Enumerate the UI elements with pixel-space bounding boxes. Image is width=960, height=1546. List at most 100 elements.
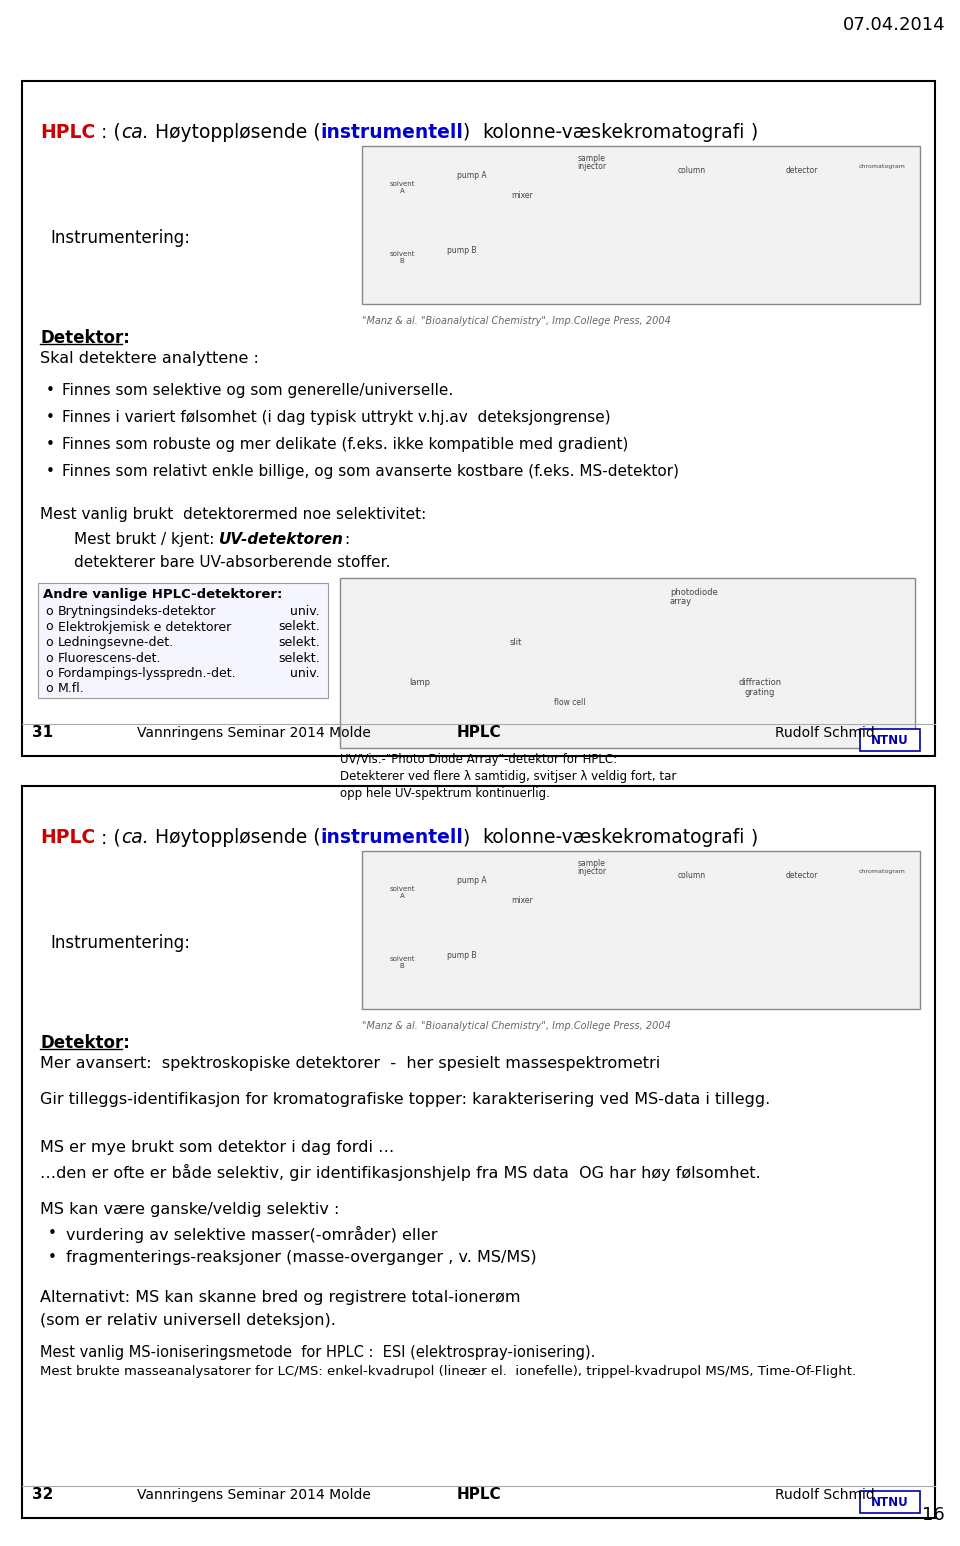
- Text: o: o: [45, 651, 53, 665]
- Text: Rudolf Schmid: Rudolf Schmid: [775, 727, 875, 741]
- Text: Mer avansert:  spektroskopiske detektorer  -  her spesielt massespektrometri: Mer avansert: spektroskopiske detektorer…: [40, 1056, 660, 1071]
- Text: detector: detector: [786, 870, 818, 880]
- Text: univ.: univ.: [290, 604, 320, 618]
- Text: sample: sample: [578, 860, 606, 867]
- Text: Brytningsindeks-detektor: Brytningsindeks-detektor: [58, 604, 216, 618]
- Text: 07.04.2014: 07.04.2014: [842, 15, 945, 34]
- Text: Rudolf Schmid: Rudolf Schmid: [775, 1487, 875, 1503]
- Text: fragmenterings-reaksjoner (masse-overganger , v. MS/MS): fragmenterings-reaksjoner (masse-overgan…: [66, 1251, 537, 1265]
- Text: MS kan være ganske/veldig selektiv :: MS kan være ganske/veldig selektiv :: [40, 1201, 340, 1217]
- Text: 32: 32: [32, 1487, 54, 1503]
- Text: Finnes som robuste og mer delikate (f.eks. ikke kompatible med gradient): Finnes som robuste og mer delikate (f.ek…: [62, 438, 629, 451]
- Text: chromatogram: chromatogram: [858, 164, 905, 169]
- Text: Vannringens Seminar 2014 Molde: Vannringens Seminar 2014 Molde: [137, 1487, 371, 1503]
- Bar: [340, 578, 915, 748]
- Text: Mest vanlig brukt  detektorermed noe selektivitet:: Mest vanlig brukt detektorermed noe sele…: [40, 507, 426, 523]
- Text: selekt.: selekt.: [278, 635, 320, 649]
- Text: column: column: [678, 165, 706, 175]
- Text: kolonne-væskekromatografi: kolonne-væskekromatografi: [483, 829, 745, 847]
- Text: univ.: univ.: [290, 666, 320, 680]
- Text: Elektrokjemisk e detektorer: Elektrokjemisk e detektorer: [58, 620, 231, 634]
- Text: HPLC: HPLC: [456, 1487, 501, 1503]
- Text: Mest vanlig MS-ioniseringsmetode  for HPLC :  ESI (elektrospray-ionisering).: Mest vanlig MS-ioniseringsmetode for HPL…: [40, 1345, 595, 1360]
- Text: ca.: ca.: [121, 124, 149, 142]
- Text: 16: 16: [923, 1506, 945, 1524]
- Text: 31: 31: [32, 725, 53, 741]
- Text: •: •: [46, 464, 55, 479]
- Text: Ledningsevne-det.: Ledningsevne-det.: [58, 635, 174, 649]
- Text: UV-detektoren: UV-detektoren: [219, 532, 344, 547]
- Text: HPLC: HPLC: [456, 725, 501, 741]
- Text: instrumentell: instrumentell: [321, 124, 464, 142]
- Text: •: •: [46, 383, 55, 397]
- Text: pump B: pump B: [447, 246, 477, 255]
- Text: column: column: [678, 870, 706, 880]
- Text: solvent
B: solvent B: [389, 955, 415, 969]
- Text: Instrumentering:: Instrumentering:: [50, 229, 190, 247]
- Text: mixer: mixer: [511, 897, 533, 904]
- Text: HPLC: HPLC: [40, 829, 95, 847]
- Text: chromatogram: chromatogram: [858, 869, 905, 873]
- Text: •: •: [48, 1226, 57, 1241]
- Text: solvent
A: solvent A: [389, 181, 415, 193]
- Text: selekt.: selekt.: [278, 620, 320, 634]
- Text: detekterer bare UV-absorberende stoffer.: detekterer bare UV-absorberende stoffer.: [74, 555, 391, 570]
- Text: (som er relativ universell deteksjon).: (som er relativ universell deteksjon).: [40, 1313, 336, 1328]
- Text: pump B: pump B: [447, 951, 477, 960]
- Text: injector: injector: [577, 162, 607, 172]
- Text: photodiode: photodiode: [670, 587, 718, 597]
- Text: Mest brukte masseanalysatorer for LC/MS: enkel-kvadrupol (lineær el.  ionefelle): Mest brukte masseanalysatorer for LC/MS:…: [40, 1365, 856, 1377]
- Text: o: o: [45, 666, 53, 680]
- Text: "Manz & al. "Bioanalytical Chemistry", Imp.College Press, 2004: "Manz & al. "Bioanalytical Chemistry", I…: [362, 1020, 671, 1031]
- Text: NTNU: NTNU: [871, 1495, 909, 1509]
- Text: Skal detektere analyttene :: Skal detektere analyttene :: [40, 351, 259, 366]
- Text: slit: slit: [510, 638, 522, 646]
- Text: sample: sample: [578, 155, 606, 162]
- Text: detector: detector: [786, 165, 818, 175]
- Text: pump A: pump A: [457, 172, 487, 179]
- Text: MS er mye brukt som detektor i dag fordi …: MS er mye brukt som detektor i dag fordi…: [40, 1139, 395, 1155]
- Text: ca.: ca.: [121, 829, 149, 847]
- Text: Finnes som selektive og som generelle/universelle.: Finnes som selektive og som generelle/un…: [62, 383, 453, 397]
- Text: Gir tilleggs-identifikasjon for kromatografiske topper: karakterisering ved MS-d: Gir tilleggs-identifikasjon for kromatog…: [40, 1091, 770, 1107]
- Text: "Manz & al. "Bioanalytical Chemistry", Imp.College Press, 2004: "Manz & al. "Bioanalytical Chemistry", I…: [362, 315, 671, 326]
- Text: Mest brukt / kjent:: Mest brukt / kjent:: [74, 532, 219, 547]
- Text: Instrumentering:: Instrumentering:: [50, 934, 190, 952]
- Text: ): ): [745, 829, 758, 847]
- Text: diffraction: diffraction: [738, 679, 781, 686]
- Text: flow cell: flow cell: [554, 697, 586, 707]
- Text: ): ): [464, 124, 483, 142]
- Text: instrumentell: instrumentell: [321, 829, 464, 847]
- Text: M.fl.: M.fl.: [58, 682, 84, 696]
- Text: : (: : (: [95, 829, 121, 847]
- Text: : (: : (: [95, 124, 121, 142]
- Text: Finnes som relativt enkle billige, og som avanserte kostbare (f.eks. MS-detektor: Finnes som relativt enkle billige, og so…: [62, 464, 679, 479]
- Text: vurdering av selektive masser(-områder) eller: vurdering av selektive masser(-områder) …: [66, 1226, 438, 1243]
- Text: •: •: [46, 410, 55, 425]
- Bar: [22, 80, 935, 756]
- Text: injector: injector: [577, 867, 607, 877]
- Text: lamp: lamp: [410, 679, 430, 686]
- Text: HPLC: HPLC: [40, 124, 95, 142]
- Text: Fordampings-lysspredn.-det.: Fordampings-lysspredn.-det.: [58, 666, 236, 680]
- Text: mixer: mixer: [511, 192, 533, 199]
- Text: Finnes i variert følsomhet (i dag typisk uttrykt v.hj.av  deteksjongrense): Finnes i variert følsomhet (i dag typisk…: [62, 410, 611, 425]
- Text: o: o: [45, 620, 53, 634]
- Text: Detektor:: Detektor:: [40, 329, 130, 346]
- Text: kolonne-væskekromatografi: kolonne-væskekromatografi: [483, 124, 745, 142]
- Text: solvent
B: solvent B: [389, 250, 415, 264]
- Text: o: o: [45, 604, 53, 618]
- Text: selekt.: selekt.: [278, 651, 320, 665]
- Text: Høytoppløsende (: Høytoppløsende (: [149, 124, 321, 142]
- Text: Alternativt: MS kan skanne bred og registrere total-ionerøm: Alternativt: MS kan skanne bred og regis…: [40, 1289, 520, 1305]
- Text: NTNU: NTNU: [871, 733, 909, 747]
- Text: •: •: [48, 1251, 57, 1265]
- Text: Høytoppløsende (: Høytoppløsende (: [149, 829, 321, 847]
- Bar: [860, 1490, 920, 1514]
- Bar: [38, 583, 328, 697]
- Text: grating: grating: [745, 688, 775, 697]
- Bar: [22, 785, 935, 1518]
- Text: o: o: [45, 682, 53, 696]
- Text: :: :: [344, 532, 349, 547]
- Text: …den er ofte er både selektiv, gir identifikasjonshjelp fra MS data  OG har høy : …den er ofte er både selektiv, gir ident…: [40, 1164, 760, 1181]
